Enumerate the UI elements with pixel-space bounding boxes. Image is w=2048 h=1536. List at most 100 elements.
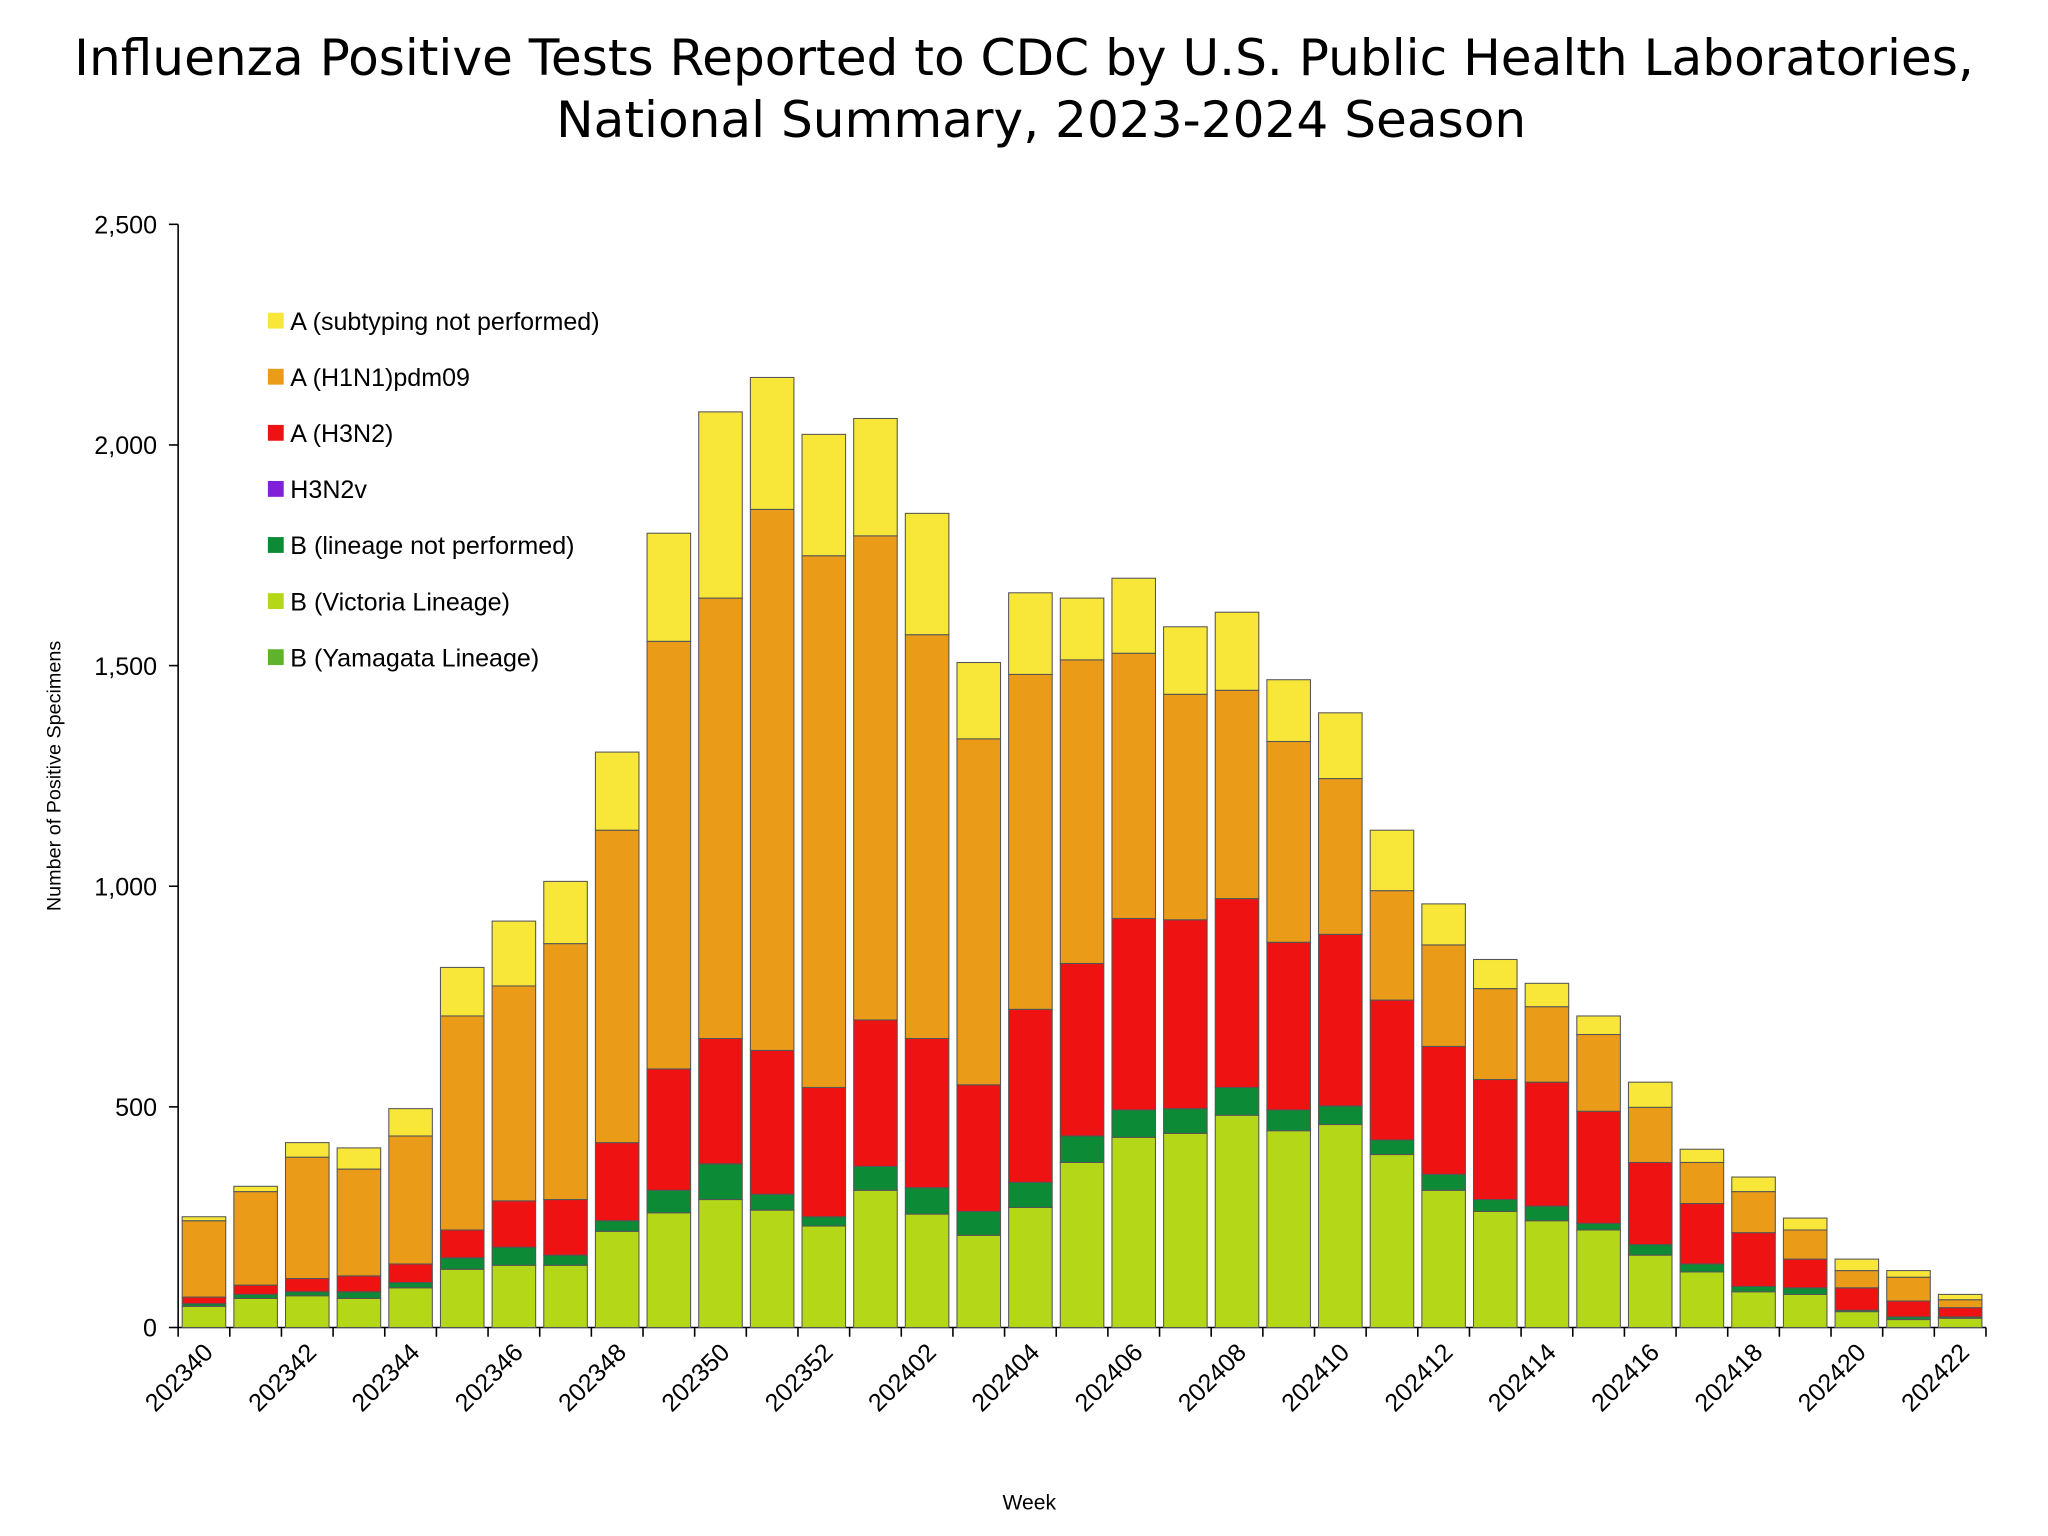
bar-segment <box>1472 1199 1518 1212</box>
bar-segment <box>749 1193 795 1211</box>
y-tick-label: 500 <box>115 1094 157 1122</box>
legend-label: B (Yamagata Lineage) <box>290 644 539 672</box>
bar-segment <box>1679 1161 1725 1205</box>
bar-segment <box>336 1297 382 1329</box>
bar-segment <box>284 1295 330 1329</box>
bar-segment <box>1524 982 1570 1008</box>
bar-segment <box>181 1296 227 1305</box>
bar-segment <box>1214 898 1260 1088</box>
bar-segment <box>388 1287 433 1329</box>
legend-label: A (subtyping not performed) <box>290 308 599 336</box>
bar-segment <box>543 943 588 1201</box>
bar-segment <box>853 417 898 537</box>
bar-segment <box>543 1254 588 1266</box>
y-tick-label: 2,000 <box>94 432 157 460</box>
bar-segment <box>439 1257 485 1270</box>
bar-segment <box>1421 944 1466 1047</box>
bar-segment <box>1782 1287 1828 1295</box>
bar-segment <box>1679 1263 1725 1273</box>
bar-segment <box>1163 626 1208 695</box>
bar-segment <box>181 1305 227 1329</box>
bar-segment <box>801 433 847 557</box>
bar-segment <box>388 1281 433 1289</box>
bar-segment <box>1318 712 1363 780</box>
bar-segment <box>1524 1220 1570 1329</box>
bar-segment <box>1731 1191 1776 1234</box>
x-tick-label: 202416 <box>1586 1338 1665 1417</box>
bar-segment <box>1679 1148 1725 1163</box>
bar-segment <box>1782 1229 1828 1260</box>
bar-segment <box>233 1191 278 1286</box>
legend-swatch <box>267 537 284 553</box>
bar-segment <box>853 1165 898 1191</box>
bar-segment <box>439 1015 485 1231</box>
x-tick-label: 202418 <box>1689 1338 1768 1417</box>
bar-segment <box>1576 1222 1621 1231</box>
x-tick-label: 202408 <box>1173 1338 1252 1417</box>
bar-segment <box>801 1086 847 1218</box>
legend-swatch <box>267 593 284 609</box>
bar-segment <box>1937 1299 1983 1309</box>
bar-segment <box>491 1200 537 1248</box>
bar-segment <box>1369 829 1415 892</box>
legend-swatch <box>267 312 284 329</box>
bar-segment <box>1111 1109 1157 1138</box>
bar-segment <box>1576 1110 1621 1224</box>
bar-segment <box>594 751 640 831</box>
legend-swatch <box>267 368 284 385</box>
chart-title: National Summary, 2023-2024 Season <box>556 90 1526 149</box>
bar-segment <box>1008 673 1053 1010</box>
bar-segment <box>594 1220 640 1232</box>
bar-segment <box>1163 919 1208 1110</box>
x-tick-label: 202350 <box>656 1338 735 1417</box>
bar-segment <box>491 1264 537 1329</box>
bar-segment <box>1163 1108 1208 1134</box>
legend-label: B (Victoria Lineage) <box>290 588 510 616</box>
bar-segment <box>1886 1276 1931 1302</box>
bar-segment <box>1627 1106 1673 1163</box>
bar-segment <box>181 1220 227 1298</box>
bar-segment <box>1318 1105 1363 1126</box>
bar-segment <box>284 1142 330 1158</box>
bar-segment <box>233 1293 278 1299</box>
bar-segment <box>1369 999 1415 1141</box>
bar-segment <box>1834 1287 1880 1311</box>
bar-segment <box>439 966 485 1017</box>
bar-segment <box>1059 1161 1105 1329</box>
bar-segment <box>853 1019 898 1167</box>
y-tick-label: 1,000 <box>94 873 157 901</box>
x-tick-label: 202420 <box>1793 1338 1872 1417</box>
bar-segment <box>439 1268 485 1329</box>
y-tick-label: 1,500 <box>94 653 157 681</box>
bar-segment <box>388 1108 433 1137</box>
bar-segment <box>1163 693 1208 921</box>
x-tick-label: 202346 <box>450 1338 529 1417</box>
bar-segment <box>1937 1293 1983 1301</box>
bar-segment <box>1937 1317 1983 1329</box>
bar-segment <box>336 1168 382 1277</box>
bar-segment <box>1834 1270 1880 1289</box>
bar-segment <box>1627 1244 1673 1256</box>
x-tick-label: 202404 <box>966 1338 1045 1417</box>
bar-segment <box>1266 1109 1311 1132</box>
bar-segment <box>1472 958 1518 990</box>
bar-segment <box>1059 1135 1105 1163</box>
bar-segment <box>491 1246 537 1266</box>
bar-segment <box>336 1147 382 1170</box>
legend-label: H3N2v <box>290 476 367 504</box>
bar-segment <box>233 1185 278 1193</box>
bar-segment <box>594 1230 640 1329</box>
chart-title: Influenza Positive Tests Reported to CDC… <box>74 28 1974 87</box>
bar-segment <box>801 1225 847 1329</box>
bar-segment <box>284 1277 330 1293</box>
bar-segment <box>1266 740 1311 943</box>
bar-segment <box>181 1216 227 1222</box>
bar-segment <box>284 1291 330 1297</box>
bar-segment <box>1627 1081 1673 1108</box>
x-tick-label: 202402 <box>863 1338 942 1417</box>
bar-segment <box>1059 597 1105 661</box>
bar-segment <box>853 1189 898 1329</box>
bar-segment <box>1059 659 1105 964</box>
bar-segment <box>1731 1176 1776 1193</box>
